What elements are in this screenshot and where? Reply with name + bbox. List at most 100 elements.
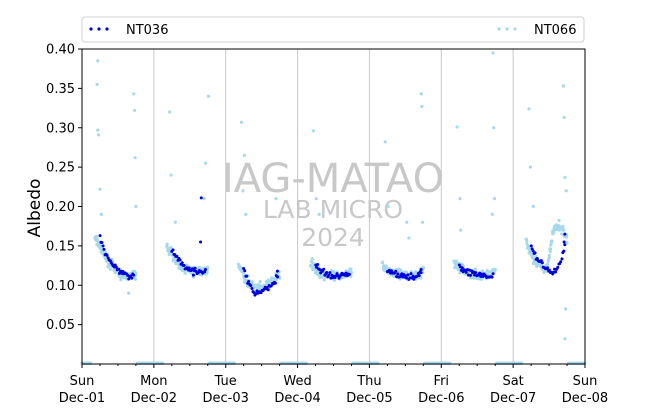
x-grid xyxy=(153,49,514,364)
x-tick-day: Sat xyxy=(502,374,523,389)
point-nt066 xyxy=(206,94,211,98)
point-nt066 xyxy=(205,270,209,274)
point-nt066 xyxy=(547,253,551,257)
point-nt036 xyxy=(190,267,194,271)
point-nt066 xyxy=(242,153,246,157)
x-tick-date: Dec-02 xyxy=(131,391,177,406)
point-nt036 xyxy=(182,263,186,267)
point-nt036 xyxy=(130,276,134,280)
point-nt066 xyxy=(563,337,567,341)
x-tick-day: Fri xyxy=(434,374,450,389)
point-nt036 xyxy=(343,273,347,277)
point-nt066 xyxy=(562,115,566,120)
point-nt036 xyxy=(389,269,393,273)
point-nt066 xyxy=(310,257,314,261)
point-nt036 xyxy=(563,232,567,236)
point-nt066 xyxy=(384,264,388,268)
y-tick-label: 0.35 xyxy=(46,82,75,97)
point-nt066 xyxy=(563,307,568,311)
point-nt036 xyxy=(554,270,558,274)
point-nt036 xyxy=(175,254,179,258)
point-nt036 xyxy=(105,253,109,257)
point-nt066 xyxy=(134,271,138,275)
watermark: IAG-MATAO LAB MICRO 2024 xyxy=(222,156,444,252)
point-nt066 xyxy=(134,204,138,209)
point-nt036 xyxy=(490,275,494,279)
point-nt066 xyxy=(459,228,463,232)
point-nt036 xyxy=(491,272,495,276)
point-nt066 xyxy=(405,220,409,224)
point-nt066 xyxy=(311,129,315,133)
point-nt066 xyxy=(274,278,278,282)
point-nt066 xyxy=(241,189,245,193)
point-nt066 xyxy=(322,278,326,282)
point-nt036 xyxy=(114,265,118,269)
point-nt036 xyxy=(242,266,246,270)
point-nt066 xyxy=(96,128,100,132)
point-nt066 xyxy=(349,267,353,271)
point-nt066 xyxy=(421,265,426,270)
watermark-line-3: 2024 xyxy=(301,223,365,252)
point-nt066 xyxy=(94,234,99,238)
point-nt066 xyxy=(419,276,423,280)
legend-dot xyxy=(97,27,101,31)
watermark-line-1: IAG-MATAO xyxy=(222,156,444,202)
point-nt036 xyxy=(546,266,550,270)
point-nt036 xyxy=(132,273,136,277)
legend-dot xyxy=(505,27,509,31)
point-nt036 xyxy=(325,270,329,274)
point-nt036 xyxy=(322,267,326,271)
point-nt066 xyxy=(562,228,566,232)
point-nt036 xyxy=(117,271,121,275)
x-tick-date: Dec-07 xyxy=(490,391,536,406)
point-nt066 xyxy=(96,59,100,63)
point-nt066 xyxy=(317,212,321,216)
point-nt066 xyxy=(239,266,243,270)
x-tick-date: Dec-05 xyxy=(346,391,392,406)
point-nt036 xyxy=(559,260,563,264)
point-nt066 xyxy=(458,197,462,201)
point-nt036 xyxy=(347,272,351,276)
legend-label-nt066: NT066 xyxy=(534,23,576,38)
point-nt066 xyxy=(492,126,496,130)
point-nt036 xyxy=(269,284,273,288)
legend-marker-nt066 xyxy=(497,27,517,31)
point-nt066 xyxy=(565,241,569,245)
y-tick-label: 0.05 xyxy=(46,318,75,333)
legend-dot xyxy=(89,27,93,31)
y-tick-label: 0.10 xyxy=(46,279,75,294)
point-nt066 xyxy=(419,92,423,96)
point-nt036 xyxy=(187,266,191,270)
x-tick-day: Wed xyxy=(283,374,311,389)
point-nt066 xyxy=(493,267,497,272)
point-nt036 xyxy=(401,275,405,279)
point-nt036 xyxy=(531,249,535,253)
point-nt066 xyxy=(169,245,173,250)
point-nt066 xyxy=(99,212,104,216)
x-tick-day: Sun xyxy=(573,374,598,389)
point-nt036 xyxy=(417,274,421,278)
legend-label-nt036: NT036 xyxy=(126,23,168,38)
point-nt066 xyxy=(563,175,567,179)
legend-frame xyxy=(81,16,585,43)
point-nt066 xyxy=(168,110,172,114)
point-nt066 xyxy=(528,165,532,169)
point-nt036 xyxy=(199,196,203,200)
point-nt066 xyxy=(314,197,318,201)
point-nt066 xyxy=(108,267,112,271)
point-nt066 xyxy=(474,267,478,271)
point-nt036 xyxy=(474,271,478,275)
point-nt066 xyxy=(332,278,337,282)
point-nt066 xyxy=(244,212,248,216)
x-tick-date: Dec-04 xyxy=(274,391,320,406)
x-tick-date: Dec-06 xyxy=(418,391,464,406)
point-nt036 xyxy=(328,271,332,275)
y-tick-label: 0.20 xyxy=(46,200,75,215)
point-nt036 xyxy=(419,271,423,275)
point-nt066 xyxy=(309,264,313,268)
point-nt066 xyxy=(165,242,169,246)
point-nt036 xyxy=(243,269,247,273)
point-nt036 xyxy=(185,266,189,270)
point-nt036 xyxy=(276,275,280,279)
